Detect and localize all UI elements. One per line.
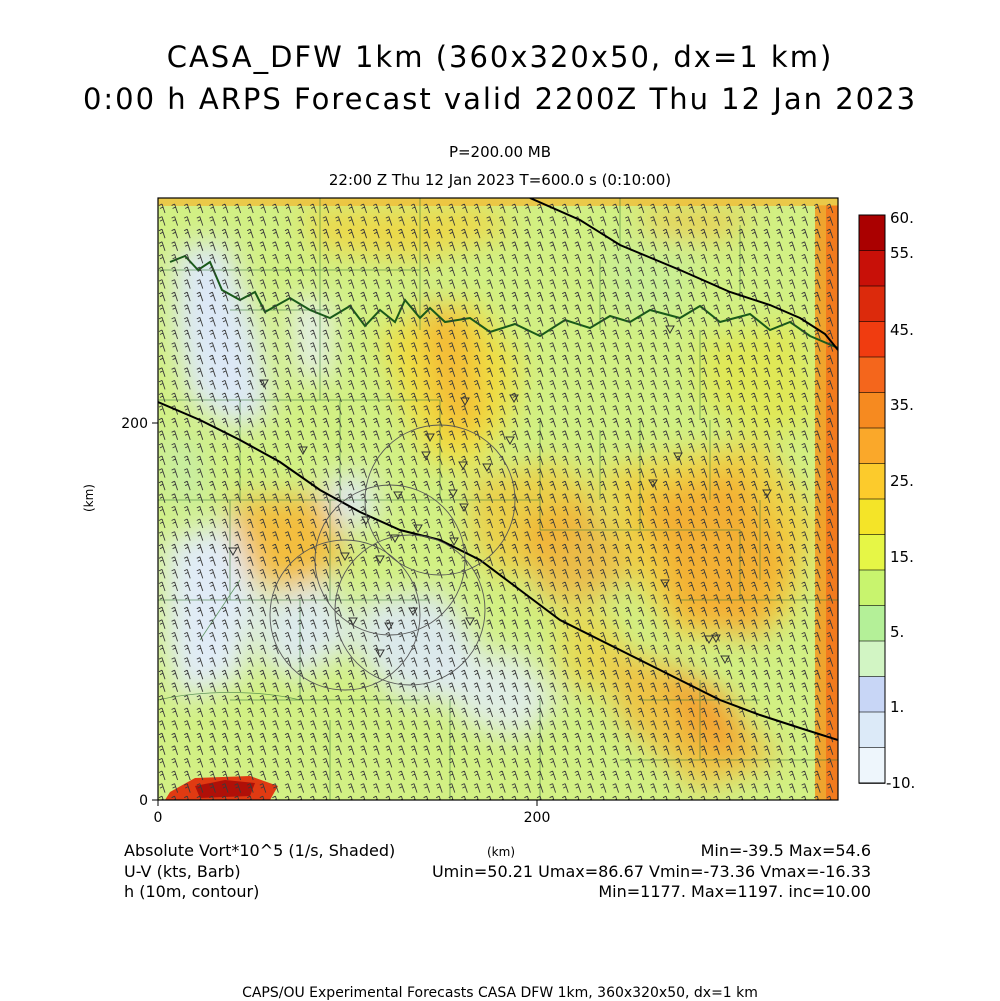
- station-marker-icon: [505, 436, 515, 446]
- plot-title-line1: CASA_DFW 1km (360x320x50, dx=1 km): [166, 40, 834, 74]
- colorbar-segment: [858, 498, 886, 536]
- vorticity-label: Absolute Vort*10^5 (1/s, Shaded): [124, 841, 395, 860]
- station-marker-icon: [348, 617, 358, 627]
- x-tick-label: 0: [154, 810, 163, 826]
- colorbar-frame: [858, 214, 886, 784]
- station-marker-icon: [425, 433, 435, 443]
- station-markers: [228, 325, 772, 665]
- station-marker-icon: [648, 479, 658, 489]
- station-marker-icon: [720, 655, 730, 665]
- colorbar-segment: [858, 356, 886, 394]
- station-marker-icon: [482, 463, 492, 473]
- station-marker-icon: [298, 446, 308, 456]
- station-marker-icon: [384, 622, 394, 632]
- station-marker-icon: [340, 552, 350, 562]
- station-marker-icon: [660, 579, 670, 589]
- colorbar-label: 45.: [890, 321, 914, 339]
- height-stats: Min=1177. Max=1197. inc=10.00: [598, 882, 871, 901]
- colorbar-segment: [858, 463, 886, 500]
- station-marker-icon: [375, 649, 385, 659]
- colorbar-segment: [858, 250, 886, 287]
- colorbar-label: 25.: [890, 472, 914, 490]
- colorbar-label: 5.: [890, 623, 904, 641]
- station-marker-icon: [665, 325, 675, 335]
- colorbar-segment: [858, 285, 886, 323]
- valid-time-label: 22:00 Z Thu 12 Jan 2023 T=600.0 s (0:10:…: [328, 171, 672, 189]
- colorbar-segment: [858, 640, 886, 678]
- radar-range-rings: [269, 424, 516, 691]
- colorbar-segment: [858, 605, 886, 642]
- station-marker-icon: [228, 547, 238, 557]
- colorbar-segment: [858, 747, 886, 784]
- station-marker-icon: [673, 452, 683, 462]
- height-contour-south: [158, 401, 838, 741]
- colorbar-segment: [858, 534, 886, 571]
- colorbar-segment: [858, 427, 886, 465]
- height-contours: [158, 198, 838, 741]
- station-marker-icon: [711, 634, 721, 644]
- station-marker-icon: [375, 555, 385, 565]
- height-label: h (10m, contour): [124, 882, 259, 901]
- county-boundaries: [158, 198, 838, 800]
- colorbar-labels: 60. 55. 45. 35. 25. 15. 5. 1. -10.: [886, 209, 915, 792]
- y-axis-unit: (km): [82, 484, 96, 512]
- plot-title-line2: 0:00 h ARPS Forecast valid 2200Z Thu 12 …: [82, 82, 918, 116]
- station-marker-icon: [408, 607, 418, 617]
- colorbar-segment: [858, 392, 886, 429]
- x-axis: 0 200: [154, 800, 551, 826]
- station-marker-icon: [449, 537, 459, 547]
- x-tick-label: 200: [524, 810, 551, 826]
- station-marker-icon: [413, 524, 423, 534]
- colorbar-segment: [858, 569, 886, 607]
- colorbar: [858, 214, 886, 784]
- wind-label: U-V (kts, Barb): [124, 862, 241, 881]
- colorbar-label: 15.: [890, 548, 914, 566]
- station-marker-icon: [393, 491, 403, 501]
- y-axis: 0 200 (km): [82, 416, 158, 809]
- colorbar-segment: [858, 676, 886, 713]
- station-marker-icon: [421, 451, 431, 461]
- station-marker-icon: [390, 534, 400, 544]
- x-axis-unit: (km): [487, 845, 515, 859]
- colorbar-segment: [858, 711, 886, 749]
- footer-credit: CAPS/OU Experimental Forecasts CASA DFW …: [242, 985, 758, 1001]
- station-marker-icon: [361, 516, 371, 526]
- station-marker-icon: [704, 635, 714, 645]
- field-info: Absolute Vort*10^5 (1/s, Shaded) (km) Mi…: [124, 841, 871, 901]
- colorbar-label: 1.: [890, 698, 904, 716]
- station-marker-icon: [448, 489, 458, 499]
- station-marker-icon: [509, 394, 519, 404]
- station-marker-icon: [762, 489, 772, 499]
- station-marker-icon: [465, 617, 475, 627]
- wind-stats: Umin=50.21 Umax=86.67 Vmin=-73.36 Vmax=-…: [432, 862, 871, 881]
- colorbar-segment: [858, 321, 886, 358]
- plot-frame: [157, 197, 839, 801]
- station-marker-icon: [259, 379, 269, 389]
- colorbar-segment: [858, 214, 886, 252]
- colorbar-label: 35.: [890, 396, 914, 414]
- station-marker-icon: [459, 503, 469, 513]
- station-marker-icon: [458, 461, 468, 471]
- vorticity-stats: Min=-39.5 Max=54.6: [701, 841, 871, 860]
- height-contour-north: [529, 198, 838, 351]
- colorbar-label: 60.: [890, 209, 914, 227]
- y-tick-label: 200: [121, 416, 148, 432]
- colorbar-label: 55.: [890, 244, 914, 262]
- pressure-level-label: P=200.00 MB: [448, 143, 552, 161]
- colorbar-label: -10.: [886, 774, 915, 792]
- station-marker-icon: [460, 397, 470, 407]
- y-tick-label: 0: [139, 793, 148, 809]
